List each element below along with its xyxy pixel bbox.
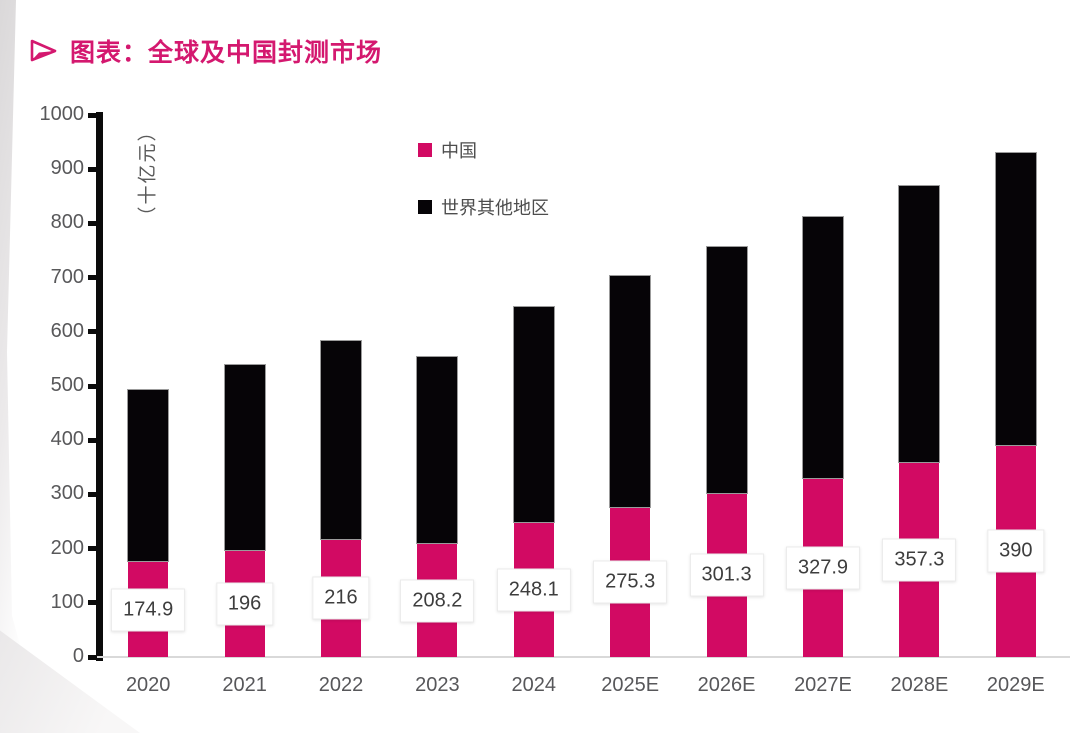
data-label-china-2023: 208.2 bbox=[400, 579, 475, 623]
legend-swatch-rest-of-world-icon bbox=[418, 200, 432, 214]
y-axis-line bbox=[96, 112, 103, 661]
bar-segment-rest-of-world-2027E bbox=[801, 215, 844, 480]
x-axis-label-2022: 2022 bbox=[318, 674, 364, 696]
x-axis-label-2029E: 2029E bbox=[986, 674, 1045, 696]
bar-group-2029E: 390 2029E bbox=[968, 115, 1064, 696]
arrow-bullet-icon bbox=[30, 39, 57, 62]
y-tick-100 bbox=[88, 600, 97, 606]
x-axis-label-2027E: 2027E bbox=[794, 674, 852, 696]
bar-group-2022: 216 2022 bbox=[293, 115, 389, 696]
y-tick-800 bbox=[88, 220, 97, 226]
bar-segment-rest-of-world-2023 bbox=[416, 356, 459, 545]
y-tick-label-500: 500 bbox=[50, 374, 84, 396]
legend-swatch-china-icon bbox=[418, 143, 432, 157]
y-tick-600 bbox=[88, 329, 97, 335]
bar-segment-rest-of-world-2021 bbox=[223, 364, 266, 551]
legend-label-china: 中国 bbox=[441, 141, 477, 161]
data-label-china-2022: 216 bbox=[312, 576, 370, 620]
bar-group-2020: 174.9 2020 bbox=[100, 115, 196, 696]
y-tick-label-700: 700 bbox=[50, 265, 84, 288]
x-axis-label-2021: 2021 bbox=[222, 674, 267, 696]
y-tick-label-1000: 1000 bbox=[39, 103, 85, 125]
y-tick-label-300: 300 bbox=[50, 482, 84, 505]
y-tick-label-800: 800 bbox=[50, 211, 84, 234]
bar-group-2028E: 357.3 2028E bbox=[871, 115, 967, 696]
x-axis-label-2023: 2023 bbox=[415, 674, 460, 696]
data-label-china-2021: 196 bbox=[215, 582, 274, 626]
x-axis-label-2025E: 2025E bbox=[601, 674, 660, 696]
bar-segment-rest-of-world-2026E bbox=[705, 246, 748, 494]
bar-segment-rest-of-world-2029E bbox=[994, 151, 1037, 446]
y-tick-300 bbox=[88, 491, 97, 497]
y-tick-0 bbox=[88, 654, 97, 660]
data-label-china-2025E: 275.3 bbox=[593, 560, 668, 604]
legend-label-rest-of-world: 世界其他地区 bbox=[441, 198, 549, 218]
bar-segment-rest-of-world-2028E bbox=[898, 184, 941, 464]
x-axis-line bbox=[97, 656, 1070, 658]
data-label-china-2020: 174.9 bbox=[111, 588, 186, 632]
y-tick-900 bbox=[88, 166, 97, 172]
bar-group-2026E: 301.3 2026E bbox=[678, 115, 774, 696]
bar-group-2021: 196 2021 bbox=[196, 115, 292, 696]
chart-title-row: 图表：全球及中国封测市场 bbox=[30, 33, 382, 69]
legend-item-china: 中国 bbox=[418, 140, 549, 161]
data-label-china-2029E: 390 bbox=[987, 529, 1045, 573]
x-axis-label-2028E: 2028E bbox=[890, 674, 949, 696]
chart-legend: 中国 世界其他地区 bbox=[418, 140, 549, 254]
page-title: 图表：全球及中国封测市场 bbox=[70, 39, 383, 67]
y-tick-label-0: 0 bbox=[72, 645, 84, 667]
bar-segment-rest-of-world-2022 bbox=[319, 339, 362, 540]
bar-group-2027E: 327.9 2027E bbox=[775, 115, 871, 696]
y-tick-1000 bbox=[88, 112, 97, 118]
y-tick-label-400: 400 bbox=[50, 428, 84, 451]
bar-group-2023: 208.2 2023 bbox=[389, 115, 485, 696]
bar-segment-rest-of-world-2025E bbox=[609, 274, 652, 508]
x-axis-label-2026E: 2026E bbox=[697, 674, 756, 696]
bar-segment-rest-of-world-2024 bbox=[512, 305, 555, 523]
y-tick-700 bbox=[88, 275, 97, 281]
data-label-china-2028E: 357.3 bbox=[882, 538, 957, 582]
data-label-china-2027E: 327.9 bbox=[785, 546, 861, 590]
y-tick-label-600: 600 bbox=[50, 319, 84, 342]
y-tick-label-900: 900 bbox=[50, 157, 84, 180]
legend-item-rest-of-world: 世界其他地区 bbox=[418, 197, 549, 218]
stacked-bar-plot-area: 174.9 2020 196 2021 216 2022 208.2 2023 248.1 202… bbox=[100, 115, 1064, 696]
y-tick-400 bbox=[88, 437, 97, 443]
y-tick-500 bbox=[88, 383, 97, 389]
y-tick-200 bbox=[88, 546, 97, 552]
data-label-china-2026E: 301.3 bbox=[689, 553, 764, 597]
bar-group-2024: 248.1 2024 bbox=[486, 115, 582, 696]
y-tick-label-200: 200 bbox=[50, 536, 84, 559]
data-label-china-2024: 248.1 bbox=[496, 568, 571, 612]
x-axis-label-2020: 2020 bbox=[125, 674, 171, 696]
y-tick-label-100: 100 bbox=[50, 590, 84, 613]
x-axis-label-2024: 2024 bbox=[511, 674, 557, 696]
bar-segment-rest-of-world-2020 bbox=[127, 388, 170, 563]
bar-group-2025E: 275.3 2025E bbox=[582, 115, 678, 696]
